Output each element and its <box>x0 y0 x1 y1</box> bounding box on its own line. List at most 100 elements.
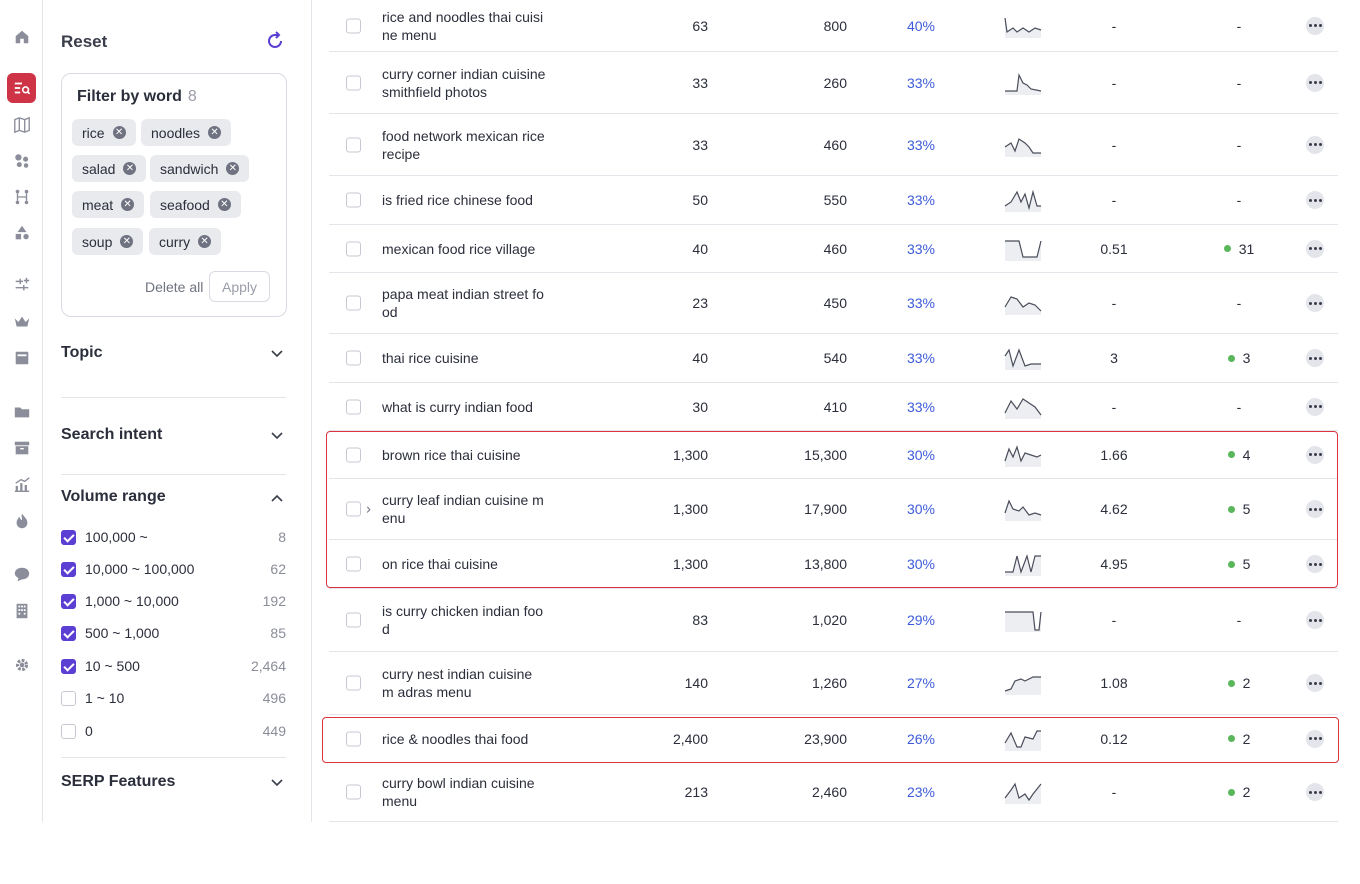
table-row[interactable]: brown rice thai cuisine 1,300 15,300 30% 1.6… <box>329 431 1338 479</box>
remove-tag-icon[interactable]: ✕ <box>123 162 137 175</box>
tag-rice[interactable]: rice ✕ <box>72 119 136 146</box>
volume-option[interactable]: 1 ~ 10 496 <box>61 688 286 708</box>
row-checkbox[interactable] <box>346 241 361 256</box>
more-options-icon[interactable] <box>1306 397 1324 416</box>
keyword-cell[interactable]: rice and noodles thai cuisi ne menu <box>382 8 544 43</box>
keyword-cell[interactable]: thai rice cuisine <box>382 350 479 366</box>
checkbox[interactable] <box>61 690 76 706</box>
remove-tag-icon[interactable]: ✕ <box>120 235 134 248</box>
tag-meat[interactable]: meat ✕ <box>72 191 145 218</box>
table-row[interactable]: rice and noodles thai cuisi ne menu 63 800… <box>329 0 1338 52</box>
table-row[interactable]: thai rice cuisine 40 540 33% 3 3 <box>329 334 1338 383</box>
search-intent-section[interactable]: Search intent <box>61 426 286 448</box>
table-row[interactable]: curry corner indian cuisine smithfield p… <box>329 52 1338 114</box>
table-row[interactable]: what is curry indian food 30 410 33% - - <box>329 383 1338 431</box>
keyword-cell[interactable]: curry bowl indian cuisine menu <box>382 775 535 809</box>
keyword-cell[interactable]: is fried rice chinese food <box>382 192 533 208</box>
table-row[interactable]: rice & noodles thai food 2,400 23,900 26% 0.… <box>329 715 1338 763</box>
topic-section[interactable]: Topic <box>61 344 286 366</box>
volume-option[interactable]: 10,000 ~ 100,000 62 <box>61 559 286 579</box>
more-options-icon[interactable] <box>1306 729 1324 748</box>
table-row[interactable]: is curry chicken indian foo d 83 1,020 29% -… <box>329 589 1338 652</box>
row-checkbox[interactable] <box>346 556 361 572</box>
more-options-icon[interactable] <box>1306 239 1324 258</box>
keyword-cell[interactable]: curry nest indian cuisine m adras menu <box>382 666 533 700</box>
row-checkbox[interactable] <box>346 501 361 517</box>
row-checkbox[interactable] <box>346 675 361 691</box>
card-icon[interactable] <box>12 348 32 368</box>
expand-chevron-icon[interactable]: › <box>366 500 371 518</box>
tag-sandwich[interactable]: sandwich ✕ <box>150 155 250 182</box>
chart-icon[interactable] <box>12 475 32 495</box>
more-options-icon[interactable] <box>1306 783 1324 801</box>
dots-cluster-icon[interactable] <box>12 151 32 171</box>
volume-option[interactable]: 0 449 <box>61 721 286 741</box>
crown-icon[interactable] <box>12 312 32 332</box>
settings-icon[interactable] <box>12 655 32 675</box>
tag-salad[interactable]: salad ✕ <box>72 155 147 182</box>
tag-seafood[interactable]: seafood ✕ <box>150 191 241 218</box>
table-row[interactable]: › curry leaf indian cuisine m enu 1,300 17,… <box>329 479 1338 540</box>
table-row[interactable]: mexican food rice village 40 460 33% 0.51 31 <box>329 225 1338 273</box>
table-row[interactable]: is fried rice chinese food 50 550 33% - - <box>329 176 1338 225</box>
row-checkbox[interactable] <box>346 18 361 33</box>
reset-icon[interactable] <box>264 30 286 52</box>
checkbox[interactable] <box>61 625 76 641</box>
chat-icon[interactable] <box>12 564 32 584</box>
more-options-icon[interactable] <box>1306 349 1324 367</box>
keyword-cell[interactable]: what is curry indian food <box>382 398 533 415</box>
table-row[interactable]: curry nest indian cuisine m adras menu 14… <box>329 652 1338 715</box>
row-checkbox[interactable] <box>346 612 361 628</box>
table-row[interactable]: food network mexican rice recipe 33 460 33%… <box>329 114 1338 176</box>
keyword-cell[interactable]: is curry chicken indian foo d <box>382 603 544 637</box>
keyword-cell[interactable]: mexican food rice village <box>382 240 536 257</box>
checkbox[interactable] <box>61 529 76 545</box>
more-options-icon[interactable] <box>1306 294 1324 312</box>
checkbox[interactable] <box>61 593 76 609</box>
tag-curry[interactable]: curry ✕ <box>149 228 222 255</box>
row-checkbox[interactable] <box>346 192 361 208</box>
delete-all-button[interactable]: Delete all <box>145 279 204 295</box>
serp-features-section[interactable]: SERP Features <box>61 773 286 795</box>
volume-option[interactable]: 1,000 ~ 10,000 192 <box>61 591 286 611</box>
tune-icon[interactable] <box>12 275 32 295</box>
remove-tag-icon[interactable]: ✕ <box>208 126 222 139</box>
keyword-cell[interactable]: curry leaf indian cuisine m enu <box>382 492 544 526</box>
more-options-icon[interactable] <box>1306 555 1324 573</box>
checkbox[interactable] <box>61 658 76 674</box>
remove-tag-icon[interactable]: ✕ <box>121 198 135 211</box>
remove-tag-icon[interactable]: ✕ <box>226 162 240 175</box>
building-icon[interactable] <box>12 601 32 621</box>
table-row[interactable]: curry bowl indian cuisine menu 213 2,460 23… <box>329 763 1338 822</box>
table-row[interactable]: papa meat indian street fo od 23 450 33% - - <box>329 273 1338 334</box>
tag-noodles[interactable]: noodles ✕ <box>141 119 232 146</box>
more-options-icon[interactable] <box>1306 191 1324 209</box>
row-checkbox[interactable] <box>346 731 361 746</box>
tag-soup[interactable]: soup ✕ <box>72 228 144 255</box>
apply-button[interactable]: Apply <box>209 271 270 302</box>
home-icon[interactable] <box>12 27 32 47</box>
remove-tag-icon[interactable]: ✕ <box>112 126 126 139</box>
remove-tag-icon[interactable]: ✕ <box>198 235 212 248</box>
volume-range-section[interactable]: Volume range <box>61 488 286 510</box>
keyword-cell[interactable]: food network mexican rice recipe <box>382 127 545 162</box>
table-row[interactable]: on rice thai cuisine 1,300 13,800 30% 4.95 5 <box>329 540 1338 589</box>
keyword-cell[interactable]: papa meat indian street fo od <box>382 286 544 320</box>
git-branch-icon[interactable] <box>12 187 32 207</box>
volume-option[interactable]: 500 ~ 1,000 85 <box>61 623 286 643</box>
keyword-cell[interactable]: rice & noodles thai food <box>382 730 529 747</box>
row-checkbox[interactable] <box>346 399 361 414</box>
keyword-search-icon[interactable] <box>7 73 36 103</box>
keyword-cell[interactable]: curry corner indian cuisine smithfield p… <box>382 65 546 100</box>
more-options-icon[interactable] <box>1306 135 1324 154</box>
keyword-cell[interactable]: on rice thai cuisine <box>382 556 498 572</box>
more-options-icon[interactable] <box>1306 445 1324 464</box>
row-checkbox[interactable] <box>346 447 361 462</box>
row-checkbox[interactable] <box>346 784 361 800</box>
more-options-icon[interactable] <box>1306 674 1324 692</box>
shapes-icon[interactable] <box>12 223 32 243</box>
keyword-cell[interactable]: brown rice thai cuisine <box>382 446 521 463</box>
more-options-icon[interactable] <box>1306 611 1324 629</box>
row-checkbox[interactable] <box>346 137 361 152</box>
more-options-icon[interactable] <box>1306 16 1324 35</box>
